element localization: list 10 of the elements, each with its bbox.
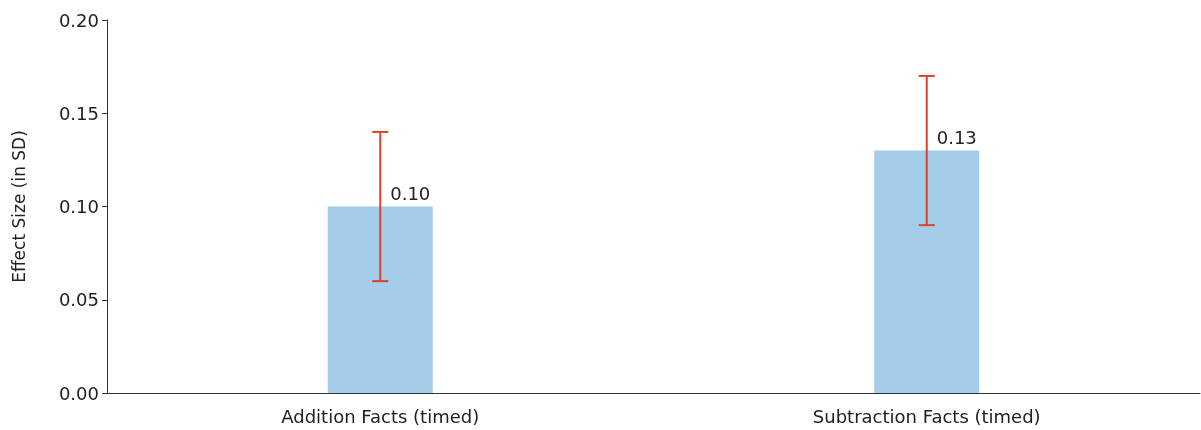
y-tick-label: 0.10 (58, 196, 99, 217)
y-tick-label: 0.00 (58, 382, 99, 404)
x-tick-label: Subtraction Facts (timed) (812, 405, 1041, 427)
y-tick-label: 0.05 (58, 289, 99, 311)
data-label: 0.13 (936, 127, 977, 149)
data-label: 0.10 (390, 183, 431, 204)
y-axis-title: Effect Size (in SD) (8, 130, 29, 283)
y-tick-label: 0.15 (58, 102, 99, 124)
x-tick-label: Addition Facts (timed) (281, 405, 480, 427)
y-tick-label: 0.20 (58, 9, 99, 31)
